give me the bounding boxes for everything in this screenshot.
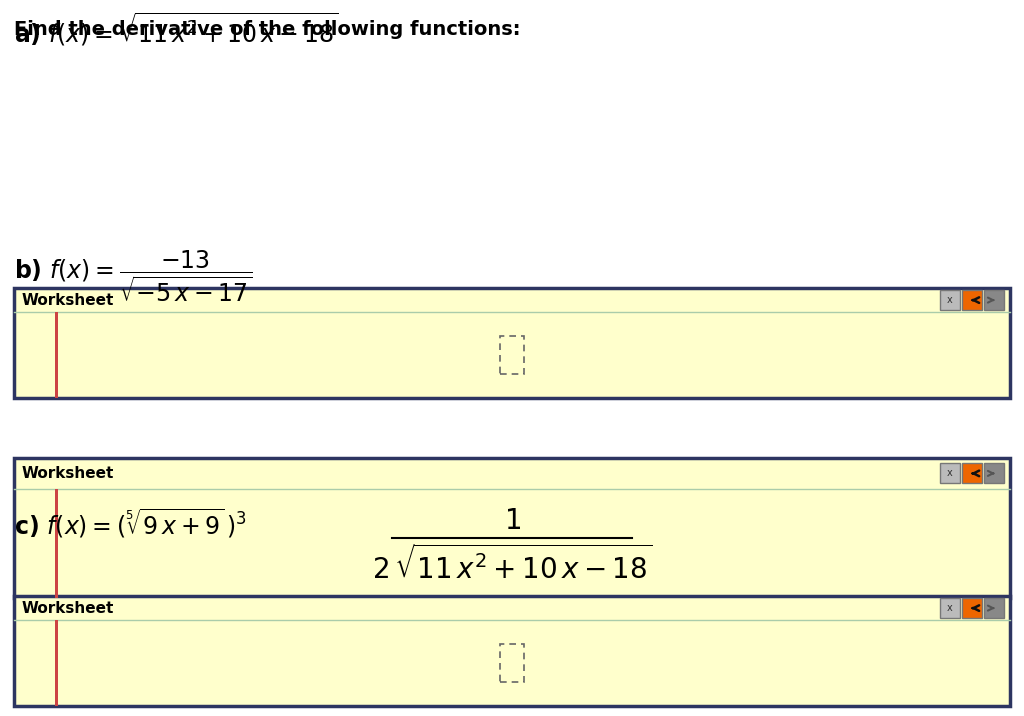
Text: $1$: $1$: [504, 508, 520, 536]
Bar: [984, 598, 1004, 618]
Bar: [940, 290, 961, 310]
Bar: [940, 463, 961, 483]
Text: Worksheet: Worksheet: [22, 466, 115, 481]
Text: x: x: [947, 295, 953, 305]
Bar: [14, 458, 1010, 598]
Text: Worksheet: Worksheet: [22, 293, 115, 308]
Text: x: x: [947, 603, 953, 613]
Bar: [500, 644, 524, 682]
Bar: [55, 489, 58, 598]
Bar: [962, 463, 982, 483]
Bar: [962, 290, 982, 310]
Text: x: x: [947, 468, 953, 478]
Text: $\mathbf{c)}\ $$f(x) = (\sqrt[5]{9\,x+9}\,)^3$: $\mathbf{c)}\ $$f(x) = (\sqrt[5]{9\,x+9}…: [14, 507, 247, 540]
Text: $\mathbf{a)}\ $$f(x) = \sqrt{11\,x^2+10\,x-18}$: $\mathbf{a)}\ $$f(x) = \sqrt{11\,x^2+10\…: [14, 11, 338, 48]
Text: $\mathbf{b)}\ $$f(x) = \dfrac{-13}{\sqrt{-5\,x-17}}$: $\mathbf{b)}\ $$f(x) = \dfrac{-13}{\sqrt…: [14, 248, 253, 304]
Bar: [500, 336, 524, 374]
Bar: [14, 596, 1010, 706]
Text: $2\,\sqrt{11\,x^2+10\,x-18}$: $2\,\sqrt{11\,x^2+10\,x-18}$: [372, 546, 652, 585]
Text: Worksheet: Worksheet: [22, 601, 115, 616]
Text: Find the derivative of the following functions:: Find the derivative of the following fun…: [14, 20, 520, 39]
Bar: [984, 463, 1004, 483]
Bar: [962, 598, 982, 618]
Bar: [55, 312, 58, 398]
Bar: [940, 598, 961, 618]
Bar: [984, 290, 1004, 310]
Bar: [14, 288, 1010, 398]
Bar: [55, 620, 58, 706]
